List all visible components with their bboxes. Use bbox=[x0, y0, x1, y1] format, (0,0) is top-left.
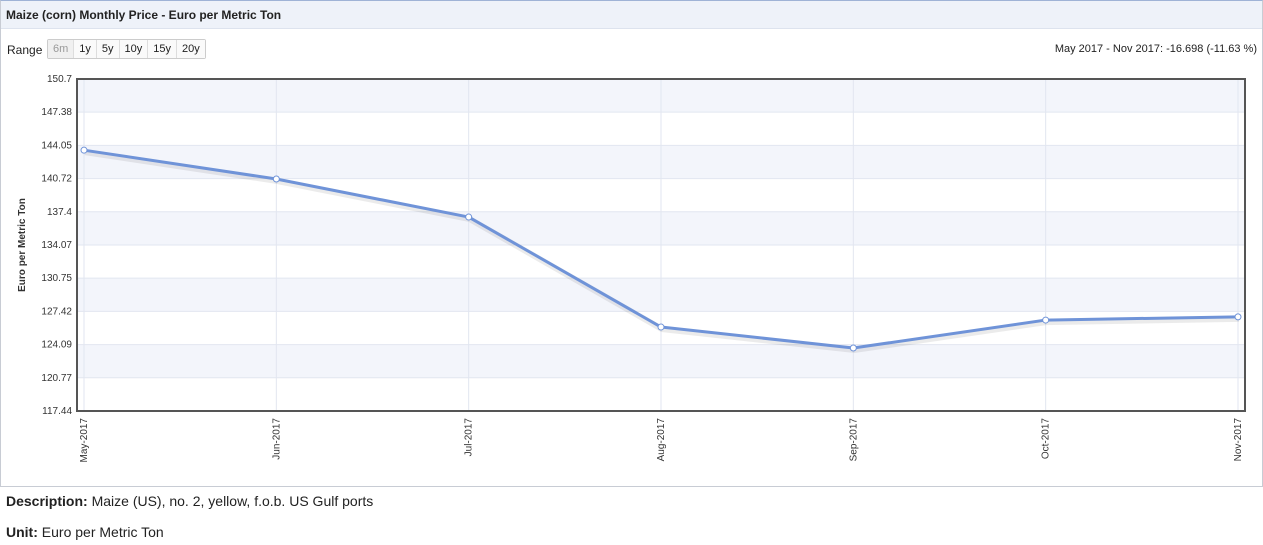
y-tick-label: 144.05 bbox=[41, 140, 72, 151]
x-tick-label: Jun-2017 bbox=[271, 418, 282, 460]
range-button[interactable]: 20y bbox=[177, 40, 205, 58]
point bbox=[272, 175, 280, 183]
point bbox=[1234, 313, 1242, 321]
header-title: Maize (corn) Monthly Price - Euro per Me… bbox=[6, 8, 282, 22]
description-label: Description: bbox=[6, 493, 88, 509]
point bbox=[849, 344, 857, 352]
range-button[interactable]: 1y bbox=[74, 40, 97, 58]
header: Maize (corn) Monthly Price - Euro per Me… bbox=[1, 1, 1262, 29]
chart: 150.7 147.38 144.05 140.72 137.4 134.07 130.75… bbox=[17, 74, 1246, 463]
y-tick-label: 124.09 bbox=[41, 340, 72, 351]
range-button[interactable]: 15y bbox=[148, 40, 178, 58]
point bbox=[657, 323, 665, 331]
unit: Unit: Euro per Metric Ton bbox=[6, 524, 164, 540]
y-tick-label: 134.07 bbox=[41, 240, 72, 251]
point bbox=[465, 213, 473, 221]
y-tick-label: 150.7 bbox=[47, 74, 72, 85]
y-tick-label: 137.4 bbox=[47, 207, 72, 218]
x-tick-label: Nov-2017 bbox=[1233, 418, 1244, 462]
x-tick-label: Oct-2017 bbox=[1041, 418, 1052, 460]
y-tick-label: 147.38 bbox=[41, 107, 72, 118]
y-tick-label: 120.77 bbox=[41, 373, 72, 384]
x-tick-label: Aug-2017 bbox=[656, 418, 667, 462]
y-tick-label: 127.42 bbox=[41, 306, 72, 317]
description: Description: Maize (US), no. 2, yellow, … bbox=[6, 493, 373, 509]
range-buttons: 6m 1y 5y 10y 15y 20y bbox=[47, 39, 206, 59]
y-tick-label: 117.44 bbox=[42, 406, 72, 417]
range-button[interactable]: 5y bbox=[96, 40, 120, 58]
range-button[interactable]: 6m bbox=[48, 40, 75, 58]
unit-label: Unit: bbox=[6, 524, 38, 540]
x-tick-label: Sep-2017 bbox=[848, 418, 859, 462]
y-axis-label: Euro per Metric Ton bbox=[17, 198, 28, 292]
range-summary: May 2017 - Nov 2017: -16.698 (-11.63 %) bbox=[1054, 43, 1257, 55]
point bbox=[80, 146, 88, 154]
plot-border bbox=[76, 78, 1246, 412]
x-tick-label: Jul-2017 bbox=[464, 418, 475, 457]
range-button[interactable]: 10y bbox=[119, 40, 149, 58]
range-label: Range bbox=[7, 43, 43, 57]
unit-text: Euro per Metric Ton bbox=[41, 524, 164, 540]
y-tick-label: 140.72 bbox=[41, 174, 72, 185]
point bbox=[1042, 316, 1050, 324]
x-tick-label: May-2017 bbox=[79, 418, 90, 463]
y-tick-label: 130.75 bbox=[41, 273, 72, 284]
description-text: Maize (US), no. 2, yellow, f.o.b. US Gul… bbox=[91, 493, 374, 509]
